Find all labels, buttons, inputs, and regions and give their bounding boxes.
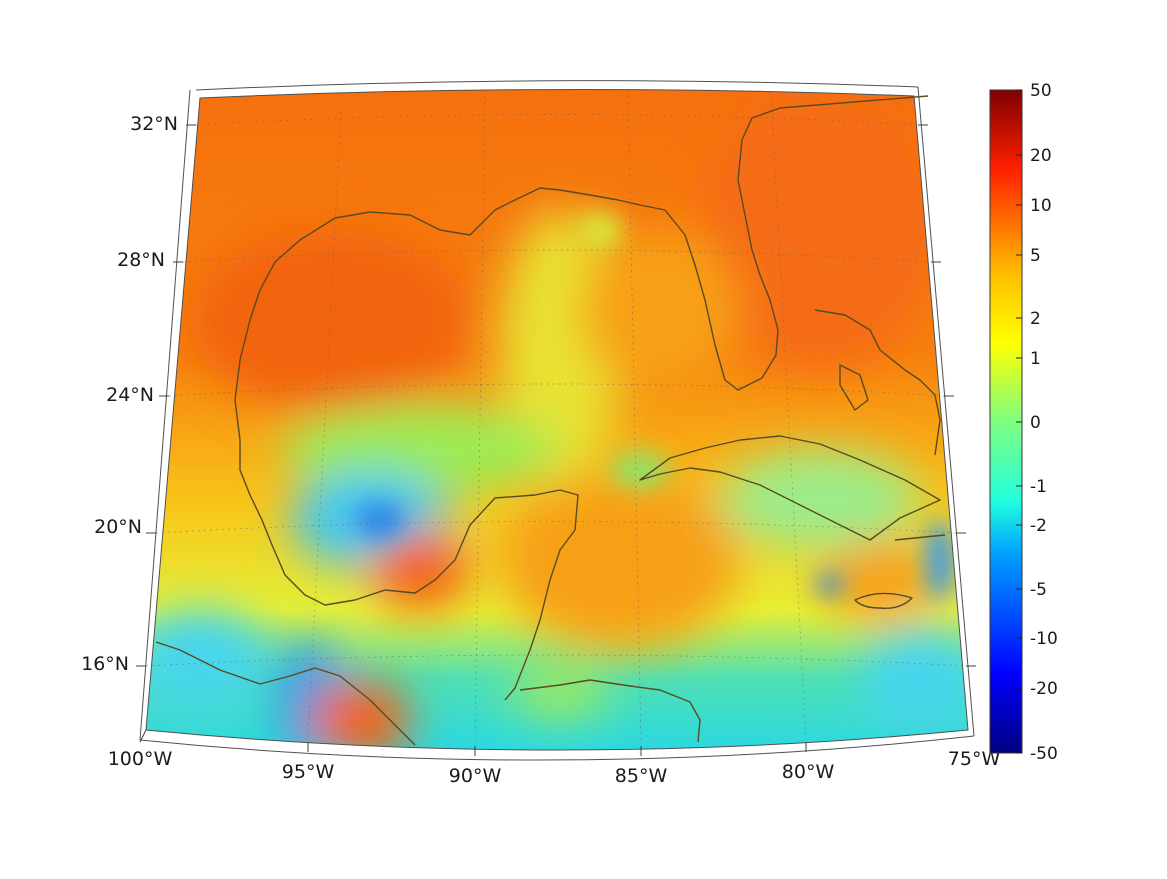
lon-label-95w: 95°W — [282, 761, 335, 783]
colorbar-label: -1 — [1030, 477, 1047, 497]
colorbar-label: 50 — [1030, 81, 1052, 101]
colorbar-label: -50 — [1030, 744, 1058, 764]
colorbar-label: 10 — [1030, 196, 1052, 216]
lat-labels: 32°N 28°N 24°N 20°N 16°N — [81, 113, 178, 675]
colorbar-label: 5 — [1030, 246, 1041, 266]
colorbar-labels: 50 20 10 5 2 1 0 -1 -2 -5 -10 -20 -50 — [1030, 81, 1058, 764]
colorbar-label: -2 — [1030, 516, 1047, 536]
lat-label-20n: 20°N — [94, 516, 142, 538]
coastlines — [155, 95, 946, 746]
colorbar-label: -5 — [1030, 580, 1047, 600]
lon-label-75w: 75°W — [948, 748, 1001, 770]
lon-label-80w: 80°W — [782, 761, 835, 783]
map-field — [146, 89, 968, 750]
map-frame — [139, 80, 975, 761]
colorbar-label: -20 — [1030, 679, 1058, 699]
lat-label-24n: 24°N — [106, 384, 154, 406]
colorbar-label: 20 — [1030, 146, 1052, 166]
lat-label-16n: 16°N — [81, 653, 129, 675]
lat-label-32n: 32°N — [130, 113, 178, 135]
lon-label-90w: 90°W — [449, 765, 502, 787]
lon-label-85w: 85°W — [615, 765, 668, 787]
lon-label-100w: 100°W — [108, 748, 173, 770]
lon-labels: 100°W 95°W 90°W 85°W 80°W 75°W — [108, 748, 1001, 787]
colorbar: 50 20 10 5 2 1 0 -1 -2 -5 -10 -20 -50 — [989, 81, 1058, 764]
colorbar-ticks — [1016, 89, 1022, 754]
colorbar-label: 0 — [1030, 413, 1041, 433]
map-frame-ticks — [136, 124, 976, 756]
colorbar-label: 1 — [1030, 349, 1041, 369]
gridlines — [145, 89, 967, 744]
lat-label-28n: 28°N — [117, 249, 165, 271]
colorbar-label: 2 — [1030, 309, 1041, 329]
colorbar-label: -10 — [1030, 629, 1058, 649]
